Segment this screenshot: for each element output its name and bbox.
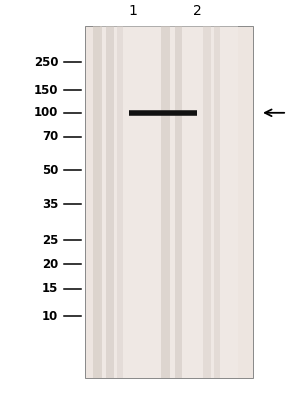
Bar xyxy=(100,26,238,378)
Bar xyxy=(117,26,123,378)
Text: 1: 1 xyxy=(129,4,138,18)
Text: 35: 35 xyxy=(42,198,58,210)
Text: 10: 10 xyxy=(42,310,58,322)
Text: 250: 250 xyxy=(34,56,58,68)
Bar xyxy=(161,26,170,378)
Bar xyxy=(175,26,182,378)
Bar xyxy=(93,26,102,378)
Text: 2: 2 xyxy=(193,4,202,18)
Bar xyxy=(214,26,220,378)
Text: 70: 70 xyxy=(42,130,58,143)
Text: 50: 50 xyxy=(42,164,58,176)
Text: 150: 150 xyxy=(34,84,58,96)
Text: 20: 20 xyxy=(42,258,58,270)
Text: 100: 100 xyxy=(34,106,58,119)
Text: 15: 15 xyxy=(42,282,58,295)
Bar xyxy=(203,26,211,378)
Bar xyxy=(106,26,114,378)
Text: 25: 25 xyxy=(42,234,58,246)
Bar xyxy=(85,26,253,378)
